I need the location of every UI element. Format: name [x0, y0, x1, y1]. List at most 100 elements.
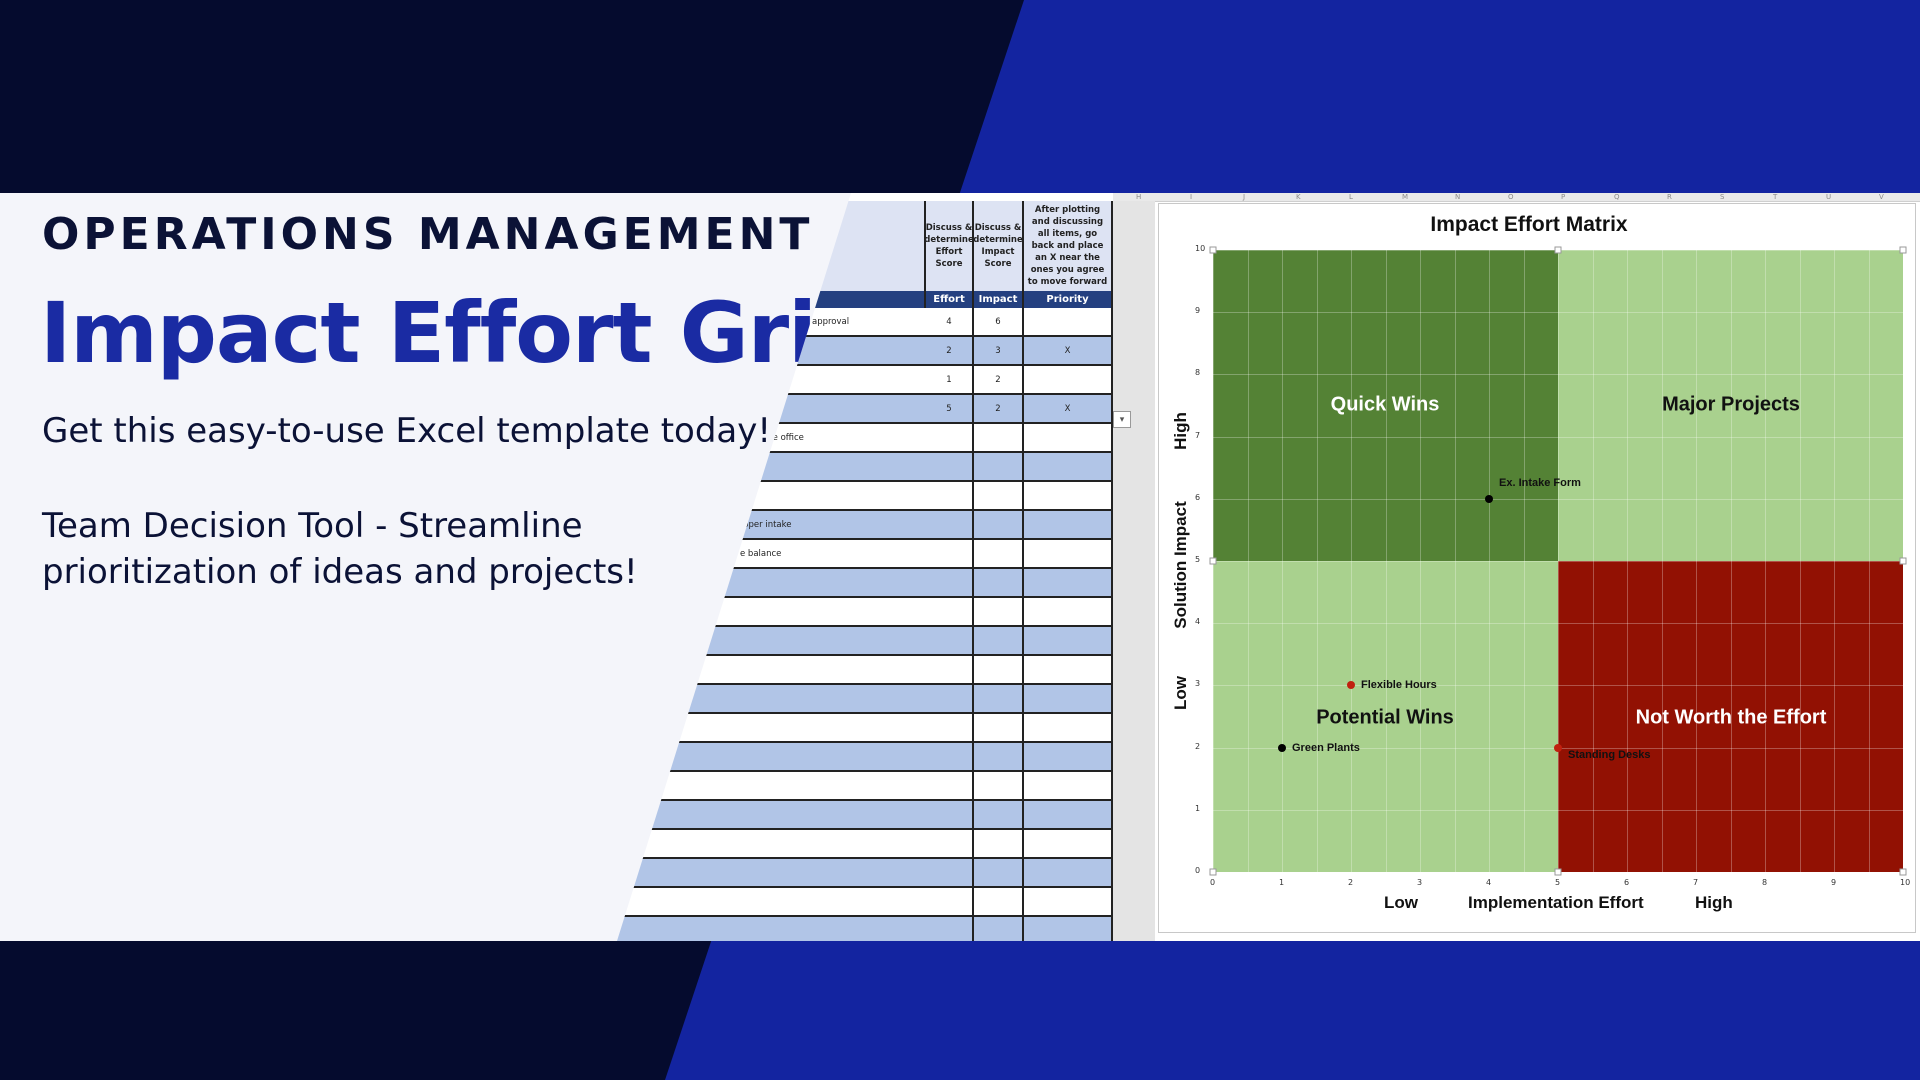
impact-cell[interactable]	[974, 685, 1024, 712]
priority-cell[interactable]	[1024, 888, 1113, 915]
effort-cell[interactable]	[926, 888, 974, 915]
priority-cell[interactable]	[1024, 627, 1113, 654]
effort-column-header: Effort	[926, 291, 974, 308]
impact-cell[interactable]	[974, 569, 1024, 596]
impact-cell[interactable]	[974, 656, 1024, 683]
priority-cell[interactable]	[1024, 772, 1113, 799]
priority-cell[interactable]	[1024, 308, 1113, 335]
row-label[interactable]: e balance	[740, 548, 782, 559]
effort-cell[interactable]	[926, 714, 974, 741]
filter-dropdown-button[interactable]: ▾	[1113, 411, 1131, 428]
col-letter: O	[1508, 193, 1514, 201]
effort-cell[interactable]: 2	[926, 337, 974, 364]
priority-cell[interactable]	[1024, 743, 1113, 770]
data-point[interactable]	[1554, 743, 1562, 752]
priority-cell[interactable]	[1024, 424, 1113, 451]
y-tick-label: 0	[1195, 866, 1201, 875]
data-point[interactable]	[1278, 743, 1286, 752]
resize-handle[interactable]	[1554, 868, 1562, 876]
effort-cell[interactable]	[926, 569, 974, 596]
impact-cell[interactable]	[974, 511, 1024, 538]
effort-cell[interactable]	[926, 917, 974, 941]
x-tick-label: 10	[1900, 878, 1911, 887]
priority-cell[interactable]: X	[1024, 395, 1113, 422]
priority-cell[interactable]	[1024, 917, 1113, 941]
effort-cell[interactable]	[926, 598, 974, 625]
gridline-horizontal	[1213, 623, 1903, 625]
priority-cell[interactable]	[1024, 482, 1113, 509]
data-point[interactable]	[1485, 494, 1493, 503]
impact-cell[interactable]	[974, 482, 1024, 509]
effort-cell[interactable]	[926, 830, 974, 857]
priority-cell[interactable]	[1024, 511, 1113, 538]
x-tick-label: 2	[1348, 878, 1354, 887]
effort-cell[interactable]	[926, 482, 974, 509]
priority-cell[interactable]	[1024, 540, 1113, 567]
row-label[interactable]: approval	[812, 316, 850, 327]
impact-cell[interactable]	[974, 714, 1024, 741]
priority-description-header: After plotting and discussing all items,…	[1024, 201, 1113, 291]
impact-cell[interactable]	[974, 859, 1024, 886]
data-point-label: Flexible Hours	[1361, 679, 1437, 692]
effort-cell[interactable]	[926, 424, 974, 451]
effort-cell[interactable]	[926, 540, 974, 567]
priority-cell[interactable]	[1024, 569, 1113, 596]
description-line: prioritization of ideas and projects!	[42, 552, 638, 592]
impact-cell[interactable]	[974, 424, 1024, 451]
impact-cell[interactable]	[974, 888, 1024, 915]
effort-cell[interactable]	[926, 801, 974, 828]
chevron-down-icon: ▾	[1119, 414, 1125, 425]
effort-cell[interactable]	[926, 627, 974, 654]
effort-cell[interactable]	[926, 453, 974, 480]
data-point[interactable]	[1347, 681, 1355, 690]
impact-cell[interactable]	[974, 627, 1024, 654]
impact-cell[interactable]	[974, 917, 1024, 941]
resize-handle[interactable]	[1209, 557, 1217, 565]
effort-cell[interactable]	[926, 743, 974, 770]
effort-cell[interactable]: 5	[926, 395, 974, 422]
priority-cell[interactable]	[1024, 830, 1113, 857]
priority-cell[interactable]	[1024, 801, 1113, 828]
impact-cell[interactable]	[974, 540, 1024, 567]
impact-cell[interactable]: 3	[974, 337, 1024, 364]
priority-cell[interactable]	[1024, 656, 1113, 683]
resize-handle[interactable]	[1899, 868, 1907, 876]
effort-cell[interactable]	[926, 511, 974, 538]
priority-cell[interactable]: X	[1024, 337, 1113, 364]
impact-cell[interactable]: 6	[974, 308, 1024, 335]
effort-cell[interactable]	[926, 772, 974, 799]
effort-cell[interactable]: 4	[926, 308, 974, 335]
x-tick-label: 1	[1279, 878, 1285, 887]
priority-cell[interactable]	[1024, 685, 1113, 712]
impact-cell[interactable]	[974, 743, 1024, 770]
priority-cell[interactable]	[1024, 598, 1113, 625]
gridline-vertical	[1454, 250, 1456, 872]
impact-cell[interactable]: 2	[974, 395, 1024, 422]
impact-cell[interactable]	[974, 453, 1024, 480]
impact-cell[interactable]	[974, 830, 1024, 857]
priority-cell[interactable]	[1024, 859, 1113, 886]
x-axis-title: Implementation Effort	[1468, 893, 1644, 912]
resize-handle[interactable]	[1899, 246, 1907, 254]
impact-cell[interactable]	[974, 598, 1024, 625]
resize-handle[interactable]	[1209, 246, 1217, 254]
resize-handle[interactable]	[1899, 557, 1907, 565]
effort-cell[interactable]	[926, 685, 974, 712]
headline: Impact Effort Grid	[40, 284, 876, 382]
y-axis-title: Solution Impact	[1171, 501, 1190, 629]
impact-cell[interactable]	[974, 772, 1024, 799]
impact-cell[interactable]: 2	[974, 366, 1024, 393]
effort-cell[interactable]	[926, 656, 974, 683]
resize-handle[interactable]	[1554, 246, 1562, 254]
resize-handle[interactable]	[1209, 868, 1217, 876]
effort-cell[interactable]	[926, 859, 974, 886]
priority-cell[interactable]	[1024, 366, 1113, 393]
priority-cell[interactable]	[1024, 453, 1113, 480]
gridline-horizontal	[1213, 498, 1903, 500]
impact-cell[interactable]	[974, 801, 1024, 828]
priority-cell[interactable]	[1024, 714, 1113, 741]
gridline-vertical	[1627, 250, 1628, 872]
effort-cell[interactable]: 1	[926, 366, 974, 393]
row-label[interactable]: roper intake	[740, 519, 792, 530]
x-tick-label: 0	[1210, 878, 1216, 887]
